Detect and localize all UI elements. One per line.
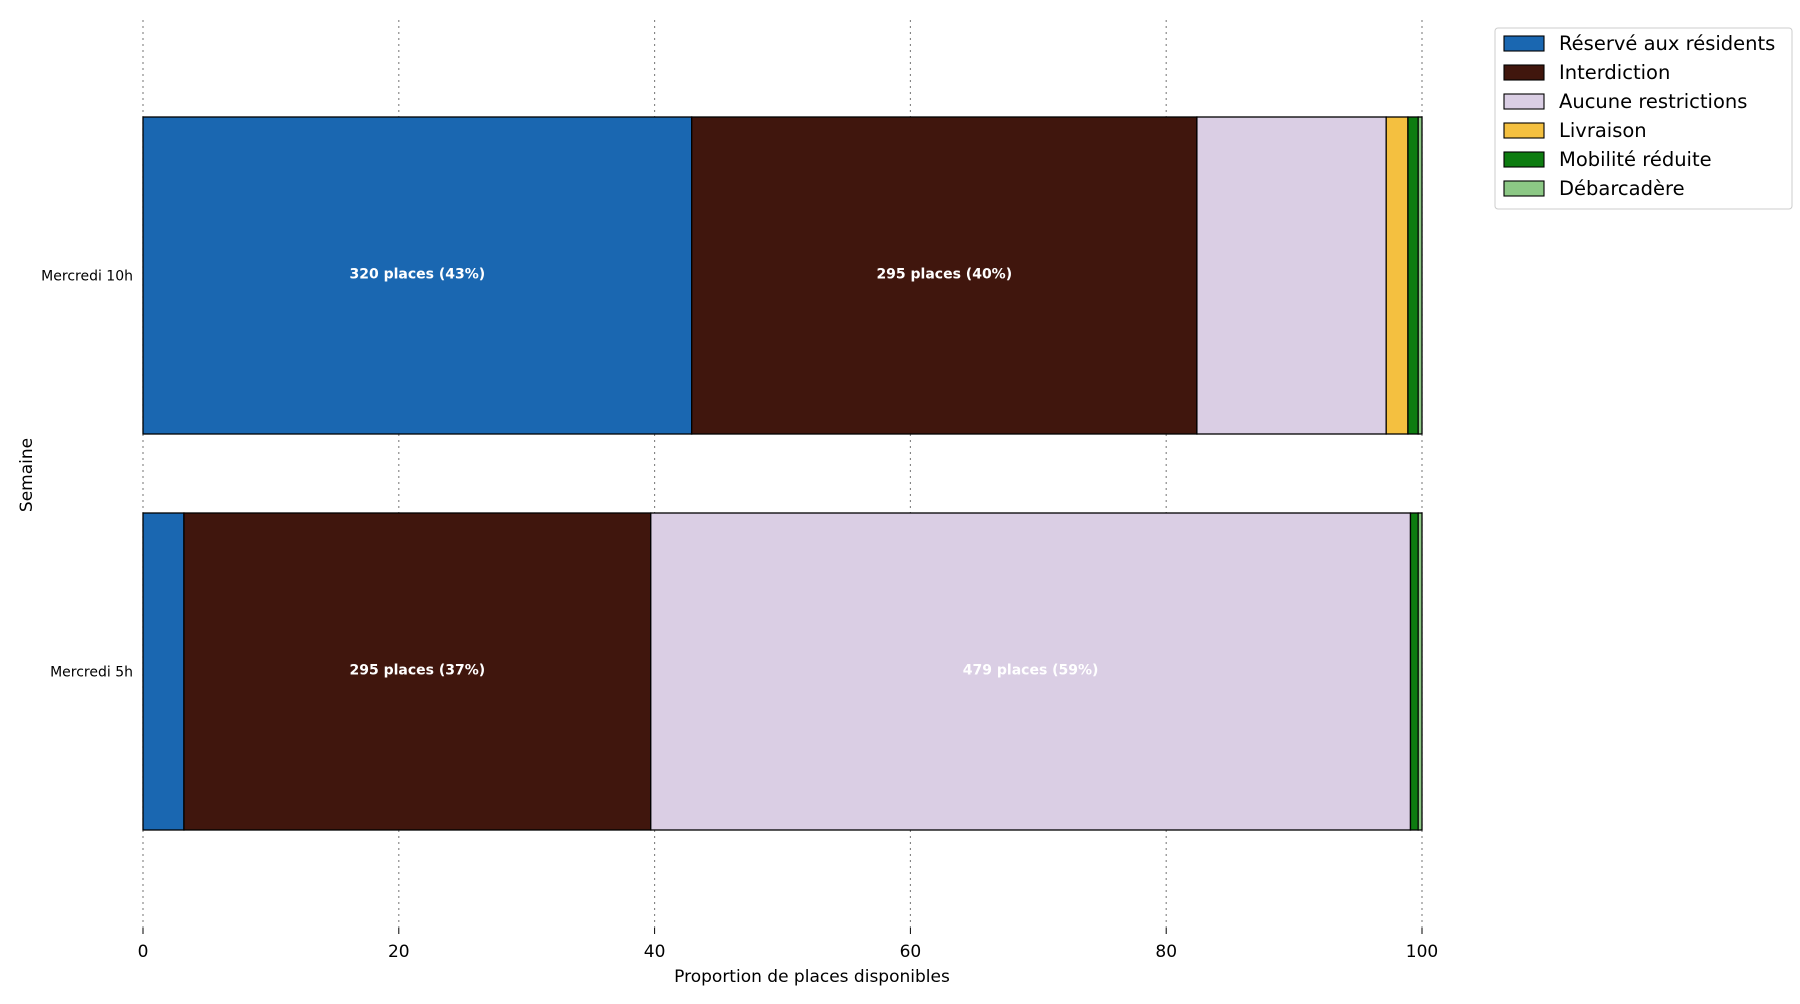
legend-items: Réservé aux résidents Interdiction Aucune … <box>1503 32 1775 200</box>
y-category-label: Mercredi 10h <box>41 269 133 285</box>
x-tick-label: 0 <box>138 942 149 962</box>
legend-frame <box>1494 27 1793 210</box>
legend-label: Interdiction <box>1559 61 1670 84</box>
x-tick-label: 20 <box>388 942 410 962</box>
legend-label: Débarcadère <box>1559 177 1685 200</box>
bar-segment-1-4 <box>1409 512 1419 831</box>
bar-segment-0-0 <box>142 116 693 435</box>
bar-data-label: 479 places (59%) <box>963 663 1099 679</box>
bar-data-label: 295 places (37%) <box>350 663 486 679</box>
x-tick-label: 80 <box>1155 942 1177 962</box>
x-tick-label: 60 <box>900 942 922 962</box>
bar-segment-0-2 <box>1196 116 1387 435</box>
legend-swatch <box>1503 180 1545 197</box>
legend-swatch <box>1503 35 1545 52</box>
legend-swatch <box>1503 151 1545 168</box>
bar-segment-0-5 <box>1417 116 1423 435</box>
x-tick-label: 40 <box>644 942 666 962</box>
legend-label: Mobilité réduite <box>1559 148 1712 171</box>
legend-swatch <box>1503 122 1545 139</box>
bar-segment-1-5 <box>1417 512 1423 831</box>
y-category-label: Mercredi 5h <box>50 665 133 681</box>
bar-segment-1-1 <box>183 512 652 831</box>
bar-data-label: 320 places (43%) <box>350 267 486 283</box>
bars-layer <box>142 116 1423 831</box>
legend-label: Livraison <box>1559 119 1647 142</box>
bar-segment-1-2 <box>650 512 1412 831</box>
bar-segment-0-3 <box>1385 116 1409 435</box>
legend-swatch <box>1503 64 1545 81</box>
axes-layer: 0 20 40 60 80 100 Mercredi 10h Mercredi 5h <box>41 269 1438 963</box>
legend-label: Aucune restrictions <box>1559 90 1747 113</box>
bar-segment-0-1 <box>691 116 1198 435</box>
x-axis-label: Proportion de places disponibles <box>674 967 950 987</box>
bar-labels-layer: 320 places (43%) 295 places (40%) 295 plac… <box>350 267 1099 679</box>
bar-segment-1-0 <box>142 512 185 831</box>
y-axis-label: Semaine <box>17 438 37 512</box>
legend: Réservé aux résidents Interdiction Aucune … <box>1494 27 1793 210</box>
x-tick-label: 100 <box>1406 942 1438 962</box>
legend-label: Réservé aux résidents <box>1559 32 1775 55</box>
bar-data-label: 295 places (40%) <box>876 267 1012 283</box>
legend-swatch <box>1503 93 1545 110</box>
bar-segment-0-4 <box>1407 116 1419 435</box>
